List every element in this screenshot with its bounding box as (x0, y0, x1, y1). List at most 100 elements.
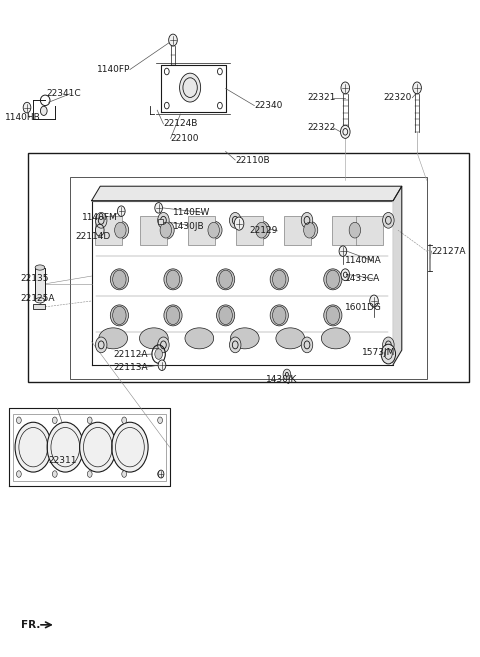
Text: 1140FP: 1140FP (96, 65, 130, 74)
Polygon shape (92, 186, 402, 200)
Circle shape (87, 417, 92, 424)
Text: 22320: 22320 (384, 93, 412, 102)
Circle shape (113, 270, 126, 288)
Text: 22340: 22340 (254, 101, 283, 110)
Ellipse shape (301, 221, 318, 239)
Circle shape (160, 222, 171, 238)
Text: 22125A: 22125A (21, 294, 55, 304)
Bar (188, 215, 215, 244)
Bar (284, 215, 311, 244)
Text: 1140FM: 1140FM (82, 213, 118, 221)
Ellipse shape (185, 328, 214, 349)
Circle shape (304, 222, 315, 238)
Circle shape (16, 417, 21, 424)
Bar (35, 267, 45, 300)
Circle shape (23, 102, 31, 113)
Circle shape (115, 222, 126, 238)
Circle shape (157, 417, 162, 424)
Bar (157, 219, 163, 224)
Circle shape (157, 471, 162, 478)
Text: 22110B: 22110B (235, 156, 270, 164)
Circle shape (96, 212, 107, 228)
Circle shape (326, 270, 339, 288)
Circle shape (40, 106, 47, 116)
Circle shape (341, 82, 349, 94)
Ellipse shape (99, 328, 128, 349)
Circle shape (283, 369, 291, 380)
Circle shape (229, 337, 241, 353)
Text: 22311: 22311 (48, 457, 77, 465)
Bar (332, 215, 359, 244)
Circle shape (326, 306, 339, 325)
Ellipse shape (216, 305, 235, 326)
Ellipse shape (253, 221, 270, 239)
Text: 1601DG: 1601DG (345, 303, 382, 312)
Text: 22321: 22321 (307, 93, 336, 102)
Text: 22124B: 22124B (163, 120, 198, 129)
Bar (13, 414, 166, 481)
Circle shape (15, 422, 51, 472)
Circle shape (383, 337, 394, 353)
Ellipse shape (205, 221, 222, 239)
Circle shape (219, 270, 232, 288)
Circle shape (383, 212, 394, 228)
Circle shape (381, 344, 396, 364)
Circle shape (96, 337, 107, 353)
Circle shape (219, 306, 232, 325)
Text: 22129: 22129 (250, 226, 278, 235)
Circle shape (180, 73, 201, 102)
Bar (28, 153, 469, 382)
Circle shape (80, 422, 116, 472)
Text: 22114D: 22114D (75, 231, 110, 240)
Text: 1140MA: 1140MA (345, 256, 382, 265)
Text: 22322: 22322 (307, 124, 335, 132)
Circle shape (341, 269, 349, 281)
Text: 22112A: 22112A (113, 350, 148, 359)
Bar (356, 215, 383, 244)
Text: 1140HB: 1140HB (4, 113, 40, 122)
Ellipse shape (347, 221, 363, 239)
Circle shape (155, 349, 162, 359)
Circle shape (234, 217, 244, 230)
Circle shape (52, 417, 57, 424)
Text: 22100: 22100 (170, 134, 199, 143)
Circle shape (158, 470, 164, 478)
Circle shape (166, 270, 180, 288)
Circle shape (168, 34, 177, 46)
Circle shape (122, 471, 127, 478)
Circle shape (256, 222, 267, 238)
Circle shape (301, 212, 313, 228)
Circle shape (16, 471, 21, 478)
Circle shape (273, 270, 286, 288)
Circle shape (157, 212, 169, 228)
Circle shape (166, 306, 180, 325)
Text: 1430JK: 1430JK (266, 375, 298, 384)
Ellipse shape (230, 328, 259, 349)
Polygon shape (393, 186, 402, 365)
Bar (95, 215, 122, 244)
Ellipse shape (270, 269, 288, 290)
Bar (33, 304, 45, 309)
Text: 22127A: 22127A (432, 246, 466, 256)
Bar (236, 215, 263, 244)
Circle shape (370, 295, 378, 307)
Ellipse shape (324, 305, 342, 326)
Circle shape (52, 471, 57, 478)
Ellipse shape (216, 269, 235, 290)
Ellipse shape (112, 221, 129, 239)
Ellipse shape (157, 221, 174, 239)
Circle shape (208, 222, 219, 238)
Circle shape (157, 337, 169, 353)
Circle shape (339, 246, 347, 256)
Circle shape (273, 306, 286, 325)
Ellipse shape (324, 269, 342, 290)
Ellipse shape (110, 269, 129, 290)
Circle shape (155, 202, 162, 213)
Ellipse shape (35, 265, 45, 270)
Ellipse shape (164, 269, 182, 290)
Circle shape (158, 360, 166, 371)
Bar (70, 177, 427, 379)
Text: 1433CA: 1433CA (345, 274, 381, 283)
Text: FR.: FR. (21, 620, 40, 630)
Ellipse shape (35, 298, 45, 303)
